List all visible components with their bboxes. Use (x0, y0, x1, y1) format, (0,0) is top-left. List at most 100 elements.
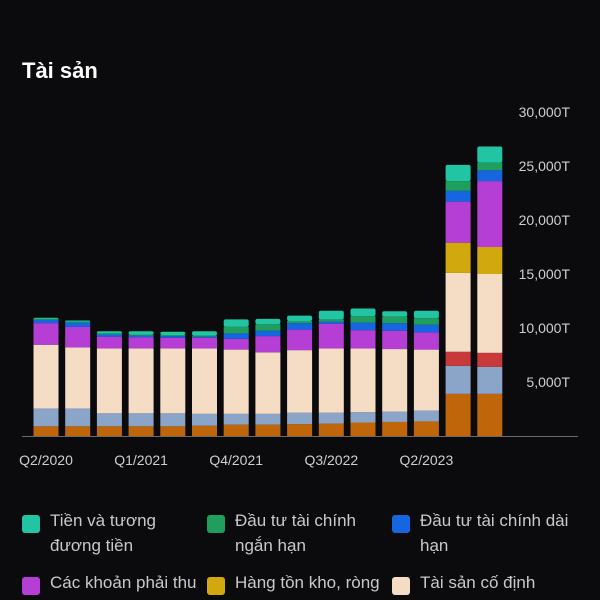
bar-segment[interactable] (350, 330, 376, 349)
bar-segment[interactable] (445, 365, 471, 394)
bar-stack[interactable] (350, 308, 376, 436)
bar-segment[interactable] (350, 348, 376, 413)
bar-segment[interactable] (445, 190, 471, 202)
bar-segment[interactable] (96, 426, 122, 436)
bar-segment[interactable] (223, 333, 249, 339)
bar-segment[interactable] (33, 426, 59, 436)
bar-segment[interactable] (96, 348, 122, 414)
bar-stack[interactable] (413, 310, 439, 436)
bar-stack[interactable] (318, 310, 344, 436)
bar-segment[interactable] (223, 424, 249, 436)
bar-segment[interactable] (477, 162, 503, 171)
bar-segment[interactable] (96, 336, 122, 349)
bar-segment[interactable] (128, 337, 154, 349)
bar-segment[interactable] (65, 321, 91, 323)
bar-segment[interactable] (192, 348, 217, 414)
bar-segment[interactable] (477, 247, 503, 274)
bar-segment[interactable] (445, 164, 471, 182)
bar-segment[interactable] (160, 336, 186, 338)
bar-segment[interactable] (477, 181, 503, 247)
bar-segment[interactable] (445, 201, 471, 243)
bar-segment[interactable] (33, 408, 59, 427)
bar-stack[interactable] (382, 311, 408, 436)
bar-stack[interactable] (65, 320, 91, 436)
bar-segment[interactable] (96, 333, 122, 335)
bar-segment[interactable] (33, 323, 59, 345)
bar-segment[interactable] (192, 425, 217, 436)
bar-segment[interactable] (128, 331, 154, 335)
bar-segment[interactable] (382, 411, 408, 422)
bar-segment[interactable] (350, 412, 376, 423)
bar-segment[interactable] (413, 332, 439, 350)
bar-segment[interactable] (413, 349, 439, 411)
bar-segment[interactable] (192, 335, 217, 337)
legend-item-long-term-investments[interactable]: Đầu tư tài chính dài hạn (392, 508, 592, 558)
bar-segment[interactable] (65, 326, 91, 348)
bar-segment[interactable] (287, 320, 313, 324)
bar-segment[interactable] (128, 413, 154, 427)
bar-stack[interactable] (192, 331, 217, 436)
bar-segment[interactable] (382, 330, 408, 350)
bar-segment[interactable] (65, 320, 91, 322)
bar-segment[interactable] (477, 366, 503, 394)
bar-segment[interactable] (413, 318, 439, 325)
bar-segment[interactable] (318, 310, 344, 320)
bar-segment[interactable] (65, 347, 91, 409)
bar-segment[interactable] (477, 393, 503, 436)
legend-item-inventory[interactable]: Hàng tồn kho, ròng (207, 570, 397, 595)
bar-segment[interactable] (287, 350, 313, 413)
bar-segment[interactable] (128, 335, 154, 338)
bar-segment[interactable] (350, 316, 376, 323)
bar-segment[interactable] (477, 352, 503, 367)
bar-segment[interactable] (382, 323, 408, 331)
bar-segment[interactable] (382, 316, 408, 324)
bar-segment[interactable] (65, 426, 91, 436)
bar-segment[interactable] (223, 319, 249, 327)
bar-stack[interactable] (445, 164, 471, 436)
bar-segment[interactable] (255, 336, 281, 353)
bar-segment[interactable] (350, 308, 376, 317)
bar-segment[interactable] (65, 322, 91, 327)
bar-segment[interactable] (413, 310, 439, 319)
legend-item-short-term-investments[interactable]: Đầu tư tài chính ngắn hạn (207, 508, 392, 558)
bar-segment[interactable] (318, 423, 344, 436)
bar-segment[interactable] (255, 413, 281, 425)
bar-segment[interactable] (477, 170, 503, 182)
bar-segment[interactable] (287, 323, 313, 330)
bar-segment[interactable] (287, 329, 313, 351)
legend-item-cash[interactable]: Tiền và tương đương tiền (22, 508, 207, 558)
bar-segment[interactable] (287, 412, 313, 425)
bar-segment[interactable] (445, 181, 471, 191)
bar-segment[interactable] (413, 421, 439, 436)
bar-segment[interactable] (160, 335, 186, 337)
bar-stack[interactable] (287, 315, 313, 436)
bar-segment[interactable] (318, 319, 344, 322)
bar-stack[interactable] (255, 318, 281, 436)
bar-segment[interactable] (33, 344, 59, 409)
bar-segment[interactable] (223, 326, 249, 334)
bar-segment[interactable] (255, 352, 281, 414)
bar-segment[interactable] (65, 408, 91, 427)
bar-segment[interactable] (128, 426, 154, 436)
bar-segment[interactable] (192, 331, 217, 336)
bar-segment[interactable] (160, 348, 186, 414)
bar-segment[interactable] (128, 348, 154, 414)
bar-segment[interactable] (223, 349, 249, 414)
bar-segment[interactable] (318, 321, 344, 324)
bar-segment[interactable] (382, 311, 408, 317)
bar-segment[interactable] (96, 331, 122, 334)
bar-segment[interactable] (477, 146, 503, 163)
bar-stack[interactable] (33, 317, 59, 436)
legend-item-fixed-assets[interactable]: Tài sản cố định (392, 570, 592, 595)
bar-segment[interactable] (33, 318, 59, 320)
bar-segment[interactable] (255, 318, 281, 325)
bar-segment[interactable] (160, 337, 186, 349)
bar-segment[interactable] (33, 317, 59, 319)
bar-segment[interactable] (318, 412, 344, 424)
bar-segment[interactable] (255, 424, 281, 436)
bar-segment[interactable] (445, 351, 471, 366)
bar-segment[interactable] (255, 324, 281, 331)
bar-segment[interactable] (96, 334, 122, 337)
bar-stack[interactable] (160, 331, 186, 436)
bar-segment[interactable] (287, 424, 313, 436)
